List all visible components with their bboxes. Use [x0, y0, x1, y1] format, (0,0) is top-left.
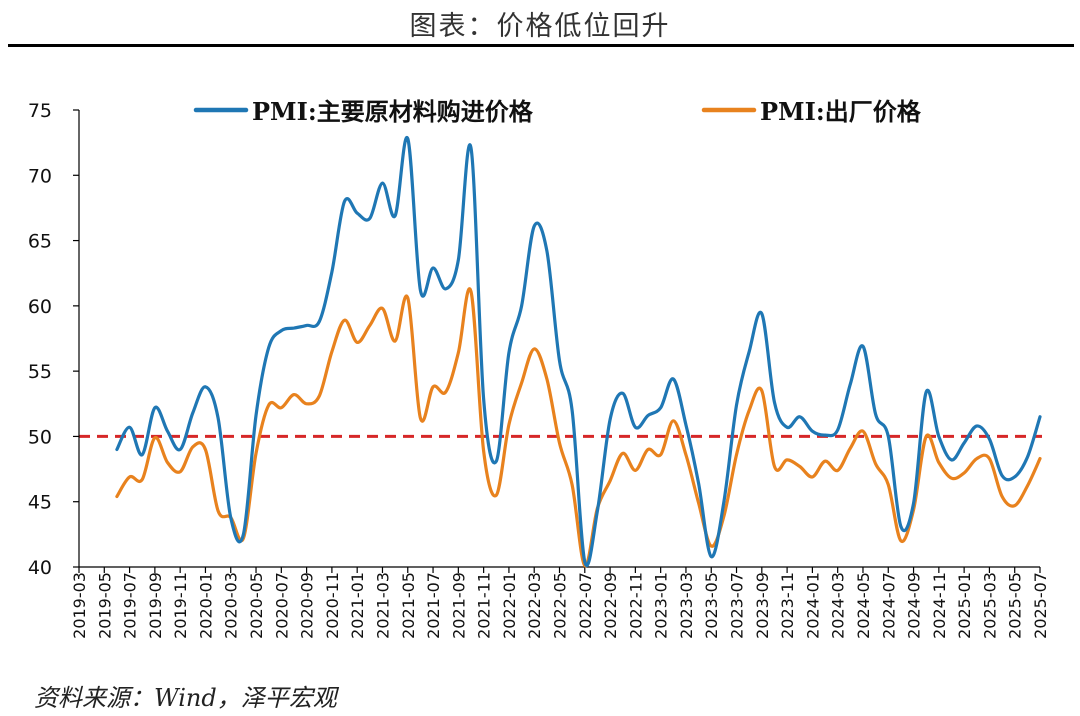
y-tick-label: 70: [28, 165, 52, 187]
x-tick-label: 2024-01: [803, 572, 822, 639]
x-tick-label: 2023-05: [702, 572, 721, 639]
x-tick-label: 2020-07: [272, 572, 291, 639]
x-tick-label: 2023-09: [753, 572, 772, 639]
y-tick-label: 65: [28, 231, 52, 253]
x-tick-label: 2023-11: [778, 572, 797, 639]
x-tick-label: 2020-01: [196, 572, 215, 639]
axes-layer: 40 45 50 55 60 65 70 75 2019-03 2019-05 2019-07 201…: [28, 100, 1050, 639]
x-tick-label: 2025-01: [955, 572, 974, 639]
source-note: 资料来源：Wind，泽平宏观: [34, 684, 337, 712]
y-tick-label: 60: [28, 296, 52, 318]
chart-title: 图表：价格低位回升: [409, 11, 671, 42]
x-tick-label: 2019-09: [146, 572, 165, 639]
x-tick-label: 2025-07: [1031, 572, 1050, 639]
x-tick-label: 2022-11: [626, 572, 645, 639]
x-tick-label: 2021-11: [475, 572, 494, 639]
x-tick-label: 2019-03: [70, 572, 89, 639]
x-tick-label: 2020-11: [323, 572, 342, 639]
x-tick-label: 2023-07: [728, 572, 747, 639]
x-tick-label: 2020-05: [247, 572, 266, 639]
legend-label-series-1: PMI:主要原材料购进价格: [252, 97, 534, 126]
y-tick-label: 75: [28, 100, 52, 122]
x-tick-label: 2021-07: [424, 572, 443, 639]
x-tick-label: 2020-03: [222, 572, 241, 639]
y-tick-label: 55: [28, 361, 52, 383]
y-tick-label: 50: [28, 426, 52, 448]
x-tick-label: 2024-03: [829, 572, 848, 639]
x-tick-label: 2024-11: [930, 572, 949, 639]
x-tick-label: 2024-09: [905, 572, 924, 639]
series-line-1: [115, 135, 1042, 567]
x-tick-label: 2022-03: [525, 572, 544, 639]
x-tick-label: 2022-09: [601, 572, 620, 639]
x-tick-label: 2025-05: [1006, 572, 1025, 639]
x-tick-label: 2022-07: [576, 572, 595, 639]
y-tick-label: 40: [28, 557, 52, 579]
x-tick-label: 2021-09: [449, 572, 468, 639]
legend: PMI:主要原材料购进价格 PMI:出厂价格: [193, 97, 922, 126]
series-line-2: [115, 287, 1042, 568]
x-tick-label: 2021-01: [348, 572, 367, 639]
x-tick-label: 2019-11: [171, 572, 190, 639]
title-rule: [8, 44, 1074, 47]
x-tick-label: 2019-07: [121, 572, 140, 639]
x-tick-label: 2024-05: [854, 572, 873, 639]
x-tick-label: 2024-07: [879, 572, 898, 639]
x-tick-label: 2020-09: [298, 572, 317, 639]
x-tick-label: 2023-03: [677, 572, 696, 639]
legend-label-series-2: PMI:出厂价格: [760, 97, 922, 126]
x-tick-label: 2022-01: [500, 572, 519, 639]
y-tick-label: 45: [28, 492, 52, 514]
x-tick-label: 2023-01: [652, 572, 671, 639]
x-tick-label: 2019-05: [95, 572, 114, 639]
x-tick-label: 2022-05: [551, 572, 570, 639]
x-tick-label: 2021-03: [373, 572, 392, 639]
x-tick-label: 2021-05: [399, 572, 418, 639]
x-tick-label: 2025-03: [980, 572, 999, 639]
series-layer: [115, 135, 1042, 568]
